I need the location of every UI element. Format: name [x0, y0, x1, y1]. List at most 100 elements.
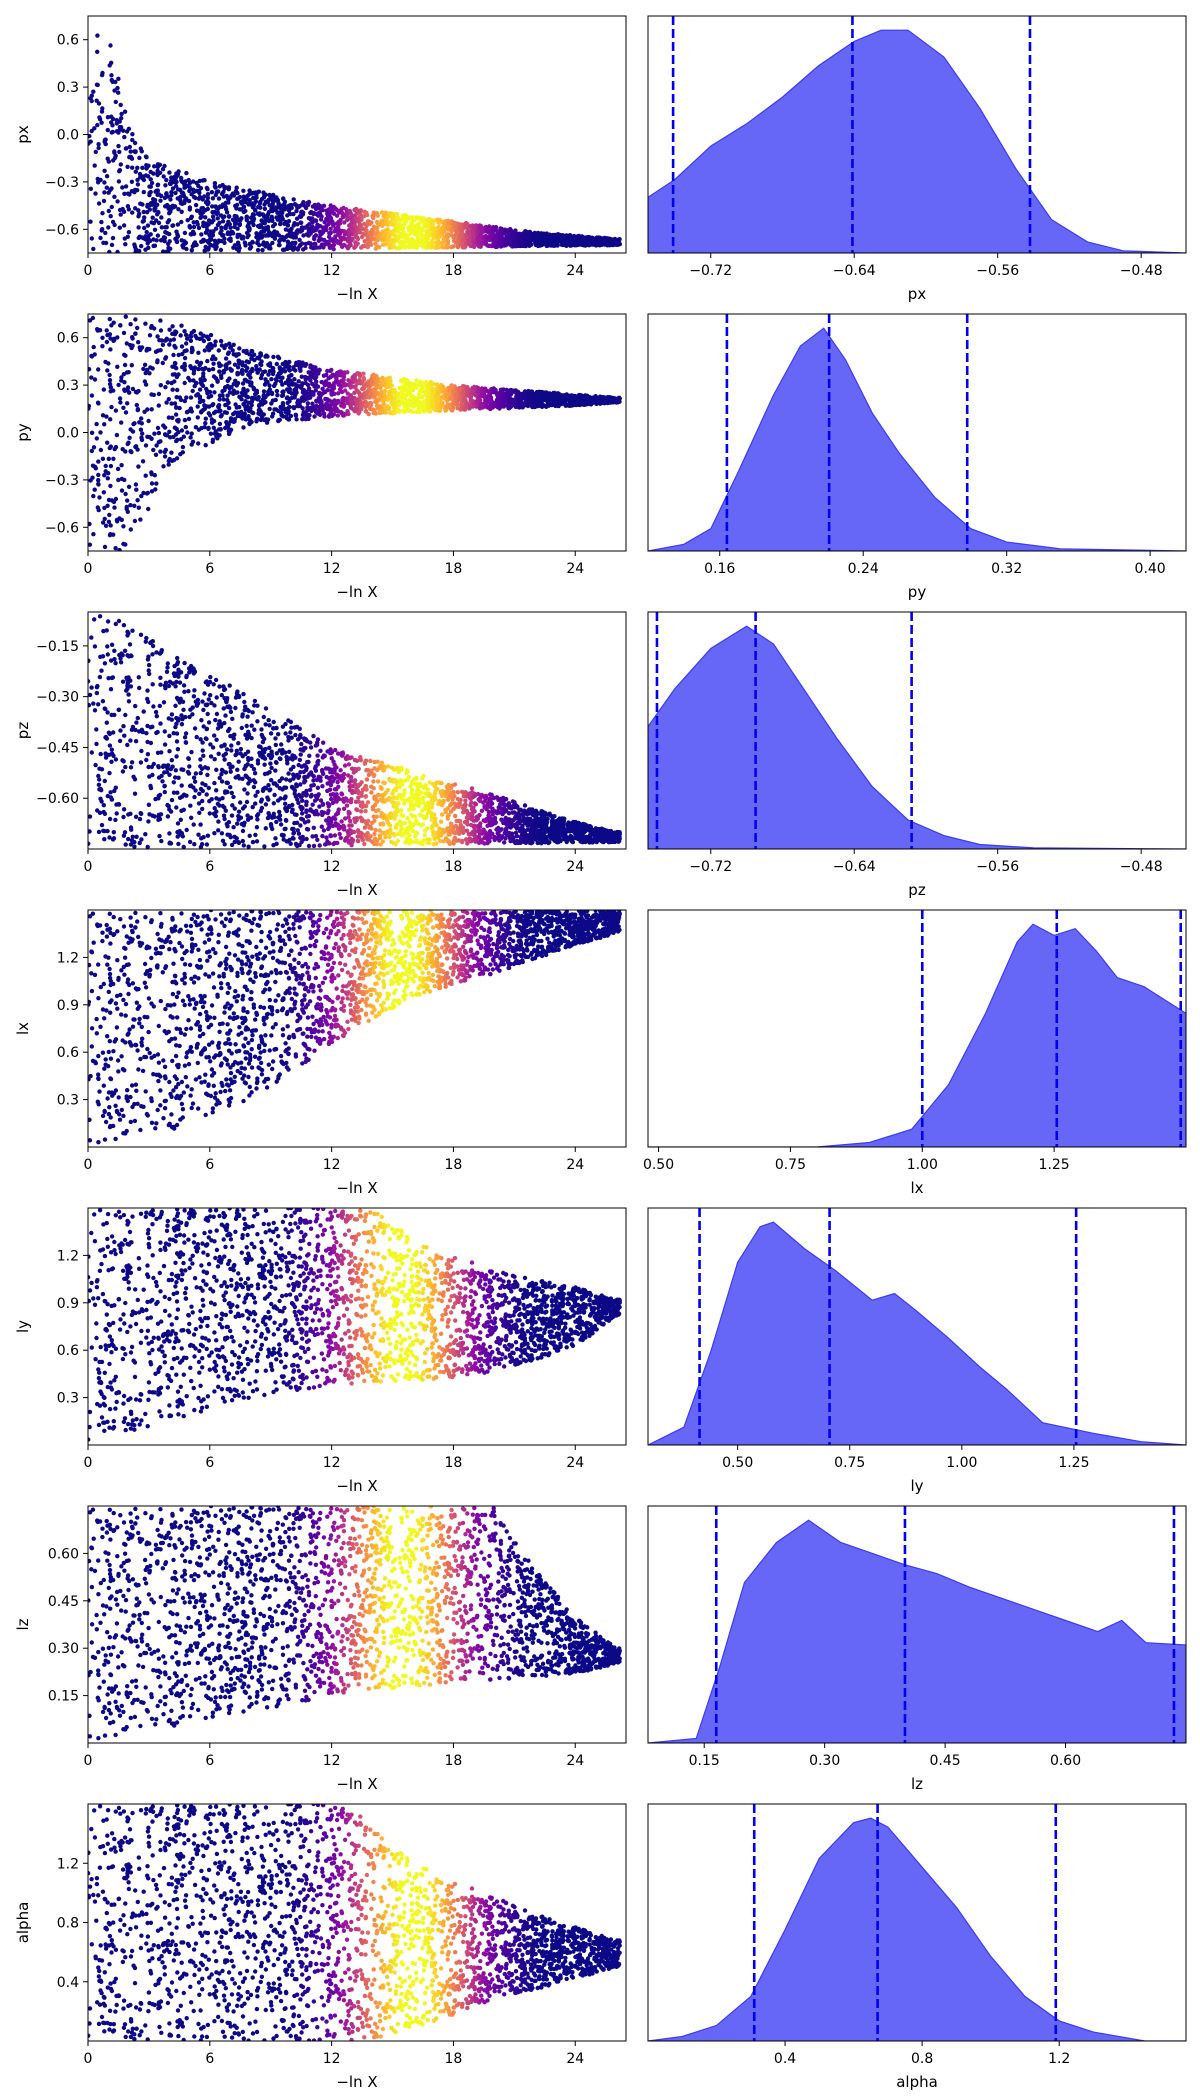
scatter-point [156, 220, 162, 226]
scatter-point [231, 342, 236, 347]
scatter-point [143, 321, 148, 326]
scatter-point [123, 449, 128, 454]
scatter-point [298, 213, 303, 219]
scatter-point [390, 213, 396, 219]
scatter-point [90, 315, 96, 321]
scatter-point [188, 334, 194, 339]
scatter-point [244, 215, 249, 220]
scatter-point [180, 444, 186, 450]
scatter-point [419, 219, 425, 224]
scatter-point [425, 398, 430, 403]
scatter-point [313, 241, 318, 247]
scatter-point [241, 209, 247, 215]
scatter-point [223, 425, 228, 431]
scatter-point [267, 369, 272, 374]
scatter-point [250, 397, 255, 402]
scatter-point [411, 382, 416, 387]
scatter-point [215, 216, 220, 221]
scatter-point [201, 220, 206, 225]
scatter-point [269, 401, 274, 406]
scatter-point [105, 503, 110, 508]
scatter-point [96, 472, 101, 478]
scatter-point [171, 352, 176, 358]
scatter-point [118, 102, 123, 108]
scatter-point [270, 234, 275, 239]
scatter-point [208, 413, 213, 418]
scatter-point [175, 387, 180, 393]
scatter-point [305, 412, 310, 417]
scatter-point [591, 241, 596, 246]
scatter-point [358, 213, 363, 219]
scatter-point [282, 207, 287, 212]
scatter-point [141, 366, 146, 372]
scatter-point [96, 367, 101, 372]
scatter-point [193, 195, 198, 201]
scatter-point [440, 240, 446, 245]
scatter-point [491, 239, 496, 244]
scatter-point [287, 245, 292, 251]
scatter-point [241, 205, 246, 210]
scatter-point [162, 454, 168, 459]
scatter-point [292, 202, 298, 207]
scatter-point [436, 225, 441, 230]
scatter-point [277, 365, 282, 370]
scatter-point [133, 444, 138, 450]
scatter-point [309, 245, 314, 250]
scatter-point [179, 323, 184, 328]
scatter-point [119, 116, 124, 121]
scatter-point [243, 195, 248, 201]
scatter-point [331, 406, 337, 411]
scatter-point [212, 181, 218, 186]
scatter-point [346, 245, 351, 250]
scatter-point [100, 106, 105, 111]
scatter-point [158, 383, 163, 388]
scatter-point [172, 379, 177, 384]
scatter-point [498, 226, 503, 231]
scatter-point [195, 404, 200, 409]
scatter-point [169, 450, 174, 455]
scatter-point [167, 429, 172, 434]
scatter-point [162, 195, 168, 201]
scatter-point [209, 383, 215, 388]
scatter-point [340, 211, 345, 216]
scatter-point [310, 204, 316, 209]
scatter-point [271, 354, 276, 360]
scatter-point [203, 200, 209, 205]
scatter-point [117, 225, 123, 230]
scatter-point [449, 227, 454, 232]
scatter-point [497, 406, 502, 411]
scatter-point [315, 384, 321, 389]
scatter-point [554, 233, 559, 238]
scatter-point [374, 382, 379, 388]
scatter-point [93, 191, 98, 196]
scatter-point [102, 516, 107, 522]
scatter-point [417, 389, 423, 394]
scatter-point [414, 233, 420, 238]
scatter-point [426, 231, 431, 236]
scatter-point [172, 401, 178, 406]
scatter-point [424, 236, 430, 241]
scatter-point [339, 401, 344, 406]
scatter-point [96, 478, 101, 483]
scatter-point [108, 483, 113, 489]
scatter-point [487, 243, 493, 248]
scatter-point [172, 332, 178, 337]
scatter-point [315, 225, 320, 231]
scatter-point [217, 184, 222, 189]
scatter-point [112, 194, 117, 199]
scatter-point [202, 348, 207, 353]
x-tick-label: 6 [205, 263, 214, 279]
scatter-point [264, 200, 269, 205]
scatter-point [255, 355, 260, 360]
scatter-point [105, 127, 111, 133]
scatter-point [246, 202, 251, 207]
scatter-point [526, 234, 531, 239]
scatter-point [301, 203, 307, 208]
scatter-point [195, 415, 200, 420]
scatter-point [246, 400, 251, 405]
scatter-point [199, 336, 204, 341]
scatter-point [222, 240, 227, 245]
scatter-point [520, 243, 525, 248]
scatter-point [138, 517, 143, 522]
scatter-point [349, 224, 354, 229]
